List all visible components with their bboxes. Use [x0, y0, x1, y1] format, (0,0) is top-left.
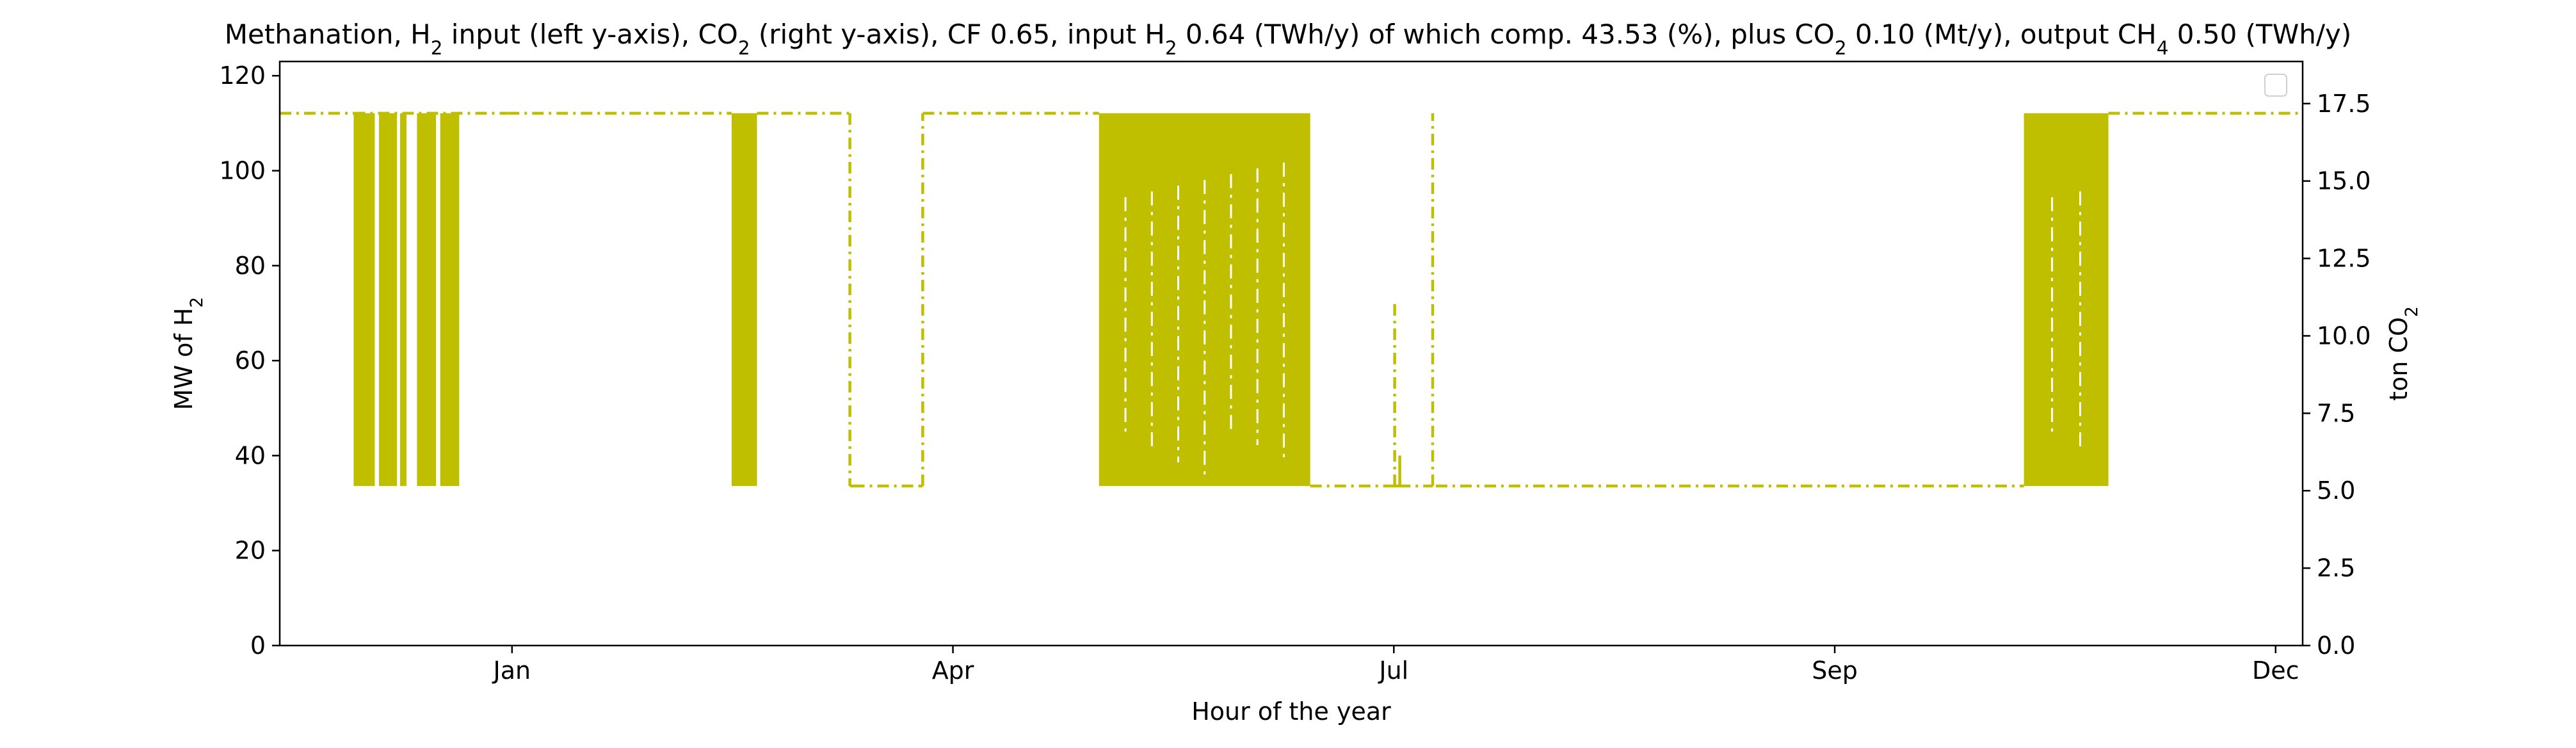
plot-frame: [278, 60, 2304, 647]
label-text: Methanation, H: [225, 19, 431, 50]
series-dense-block: [1099, 113, 1310, 486]
series-dense-block: [2024, 113, 2109, 486]
series-block-fill: [731, 113, 757, 486]
series-layer: [280, 111, 2303, 488]
series-block-fill: [417, 113, 437, 486]
series-block-fill: [2024, 113, 2109, 486]
x-tick-label: Apr: [932, 656, 974, 685]
subscript-text: 2: [2402, 306, 2422, 317]
y-left-tick-label: 20: [235, 537, 266, 565]
y-right-tick-label: 7.5: [2317, 399, 2355, 427]
x-axis-ticks: Jan Apr Jul Sep Dec: [492, 646, 2299, 685]
label-text: (right y-axis), CF 0.65, input H: [750, 19, 1165, 50]
y-left-tick-label: 120: [219, 61, 266, 90]
y-right-tick-label: 0.0: [2317, 631, 2355, 660]
label-text: input (left y-axis), CO: [442, 19, 737, 50]
x-tick-label: Jan: [492, 656, 531, 685]
subscript-text: 2: [1835, 37, 1847, 59]
y-right-tick-label: 5.0: [2317, 476, 2355, 505]
y-right-tick-label: 17.5: [2317, 90, 2371, 118]
y-right-tick-label: 12.5: [2317, 245, 2371, 273]
y-left-tick-label: 0: [250, 631, 266, 660]
y-right-tick-label: 10.0: [2317, 321, 2371, 350]
label-text: ton CO: [2385, 317, 2413, 401]
subscript-text: 2: [1165, 37, 1177, 59]
series-dense-block: [440, 113, 460, 486]
y-right-tick-label: 2.5: [2317, 554, 2355, 582]
series-dense-block: [417, 113, 437, 486]
y-left-tick-label: 40: [235, 441, 266, 469]
label-text: 0.10 (Mt/y), output CH: [1847, 19, 2157, 50]
series-block-fill: [379, 113, 398, 486]
subscript-text: 2: [738, 37, 750, 59]
series-dense-block: [379, 113, 398, 486]
y-left-tick-label: 60: [235, 346, 266, 375]
y-axis-right-label: ton CO2: [2385, 306, 2422, 401]
y-left-tick-label: 80: [235, 252, 266, 280]
series-dense-block: [400, 113, 407, 486]
y-axis-left-ticks: 0 20 40 60 80 100 120: [219, 61, 280, 660]
y-axis-right-ticks: 0.0 2.5 5.0 7.5 10.0 12.5 15.0 17.5: [2303, 90, 2371, 660]
label-text: 0.50 (TWh/y): [2168, 19, 2351, 50]
x-tick-label: Dec: [2252, 656, 2299, 685]
subscript-text: 4: [2157, 37, 2169, 59]
series-dense-block: [731, 113, 757, 486]
series-block-fill: [440, 113, 460, 486]
y-right-tick-label: 15.0: [2317, 167, 2371, 195]
chart-title: Methanation, H2 input (left y-axis), CO2…: [225, 19, 2351, 59]
legend-box: [2264, 74, 2287, 97]
subscript-text: 2: [431, 37, 443, 59]
label-text: MW of H: [170, 308, 198, 411]
label-text: 0.64 (TWh/y) of which comp. 43.53 (%), p…: [1177, 19, 1835, 50]
y-axis-left-label: MW of H2: [170, 297, 207, 411]
series-dense-block: [353, 113, 375, 486]
x-axis-label: Hour of the year: [1191, 697, 1391, 726]
subscript-text: 2: [187, 297, 207, 308]
series-block-fill: [400, 113, 407, 486]
x-tick-label: Jul: [1378, 656, 1408, 685]
series-block-fill: [353, 113, 375, 486]
y-left-tick-label: 100: [219, 157, 266, 185]
x-tick-label: Sep: [1812, 656, 1858, 685]
